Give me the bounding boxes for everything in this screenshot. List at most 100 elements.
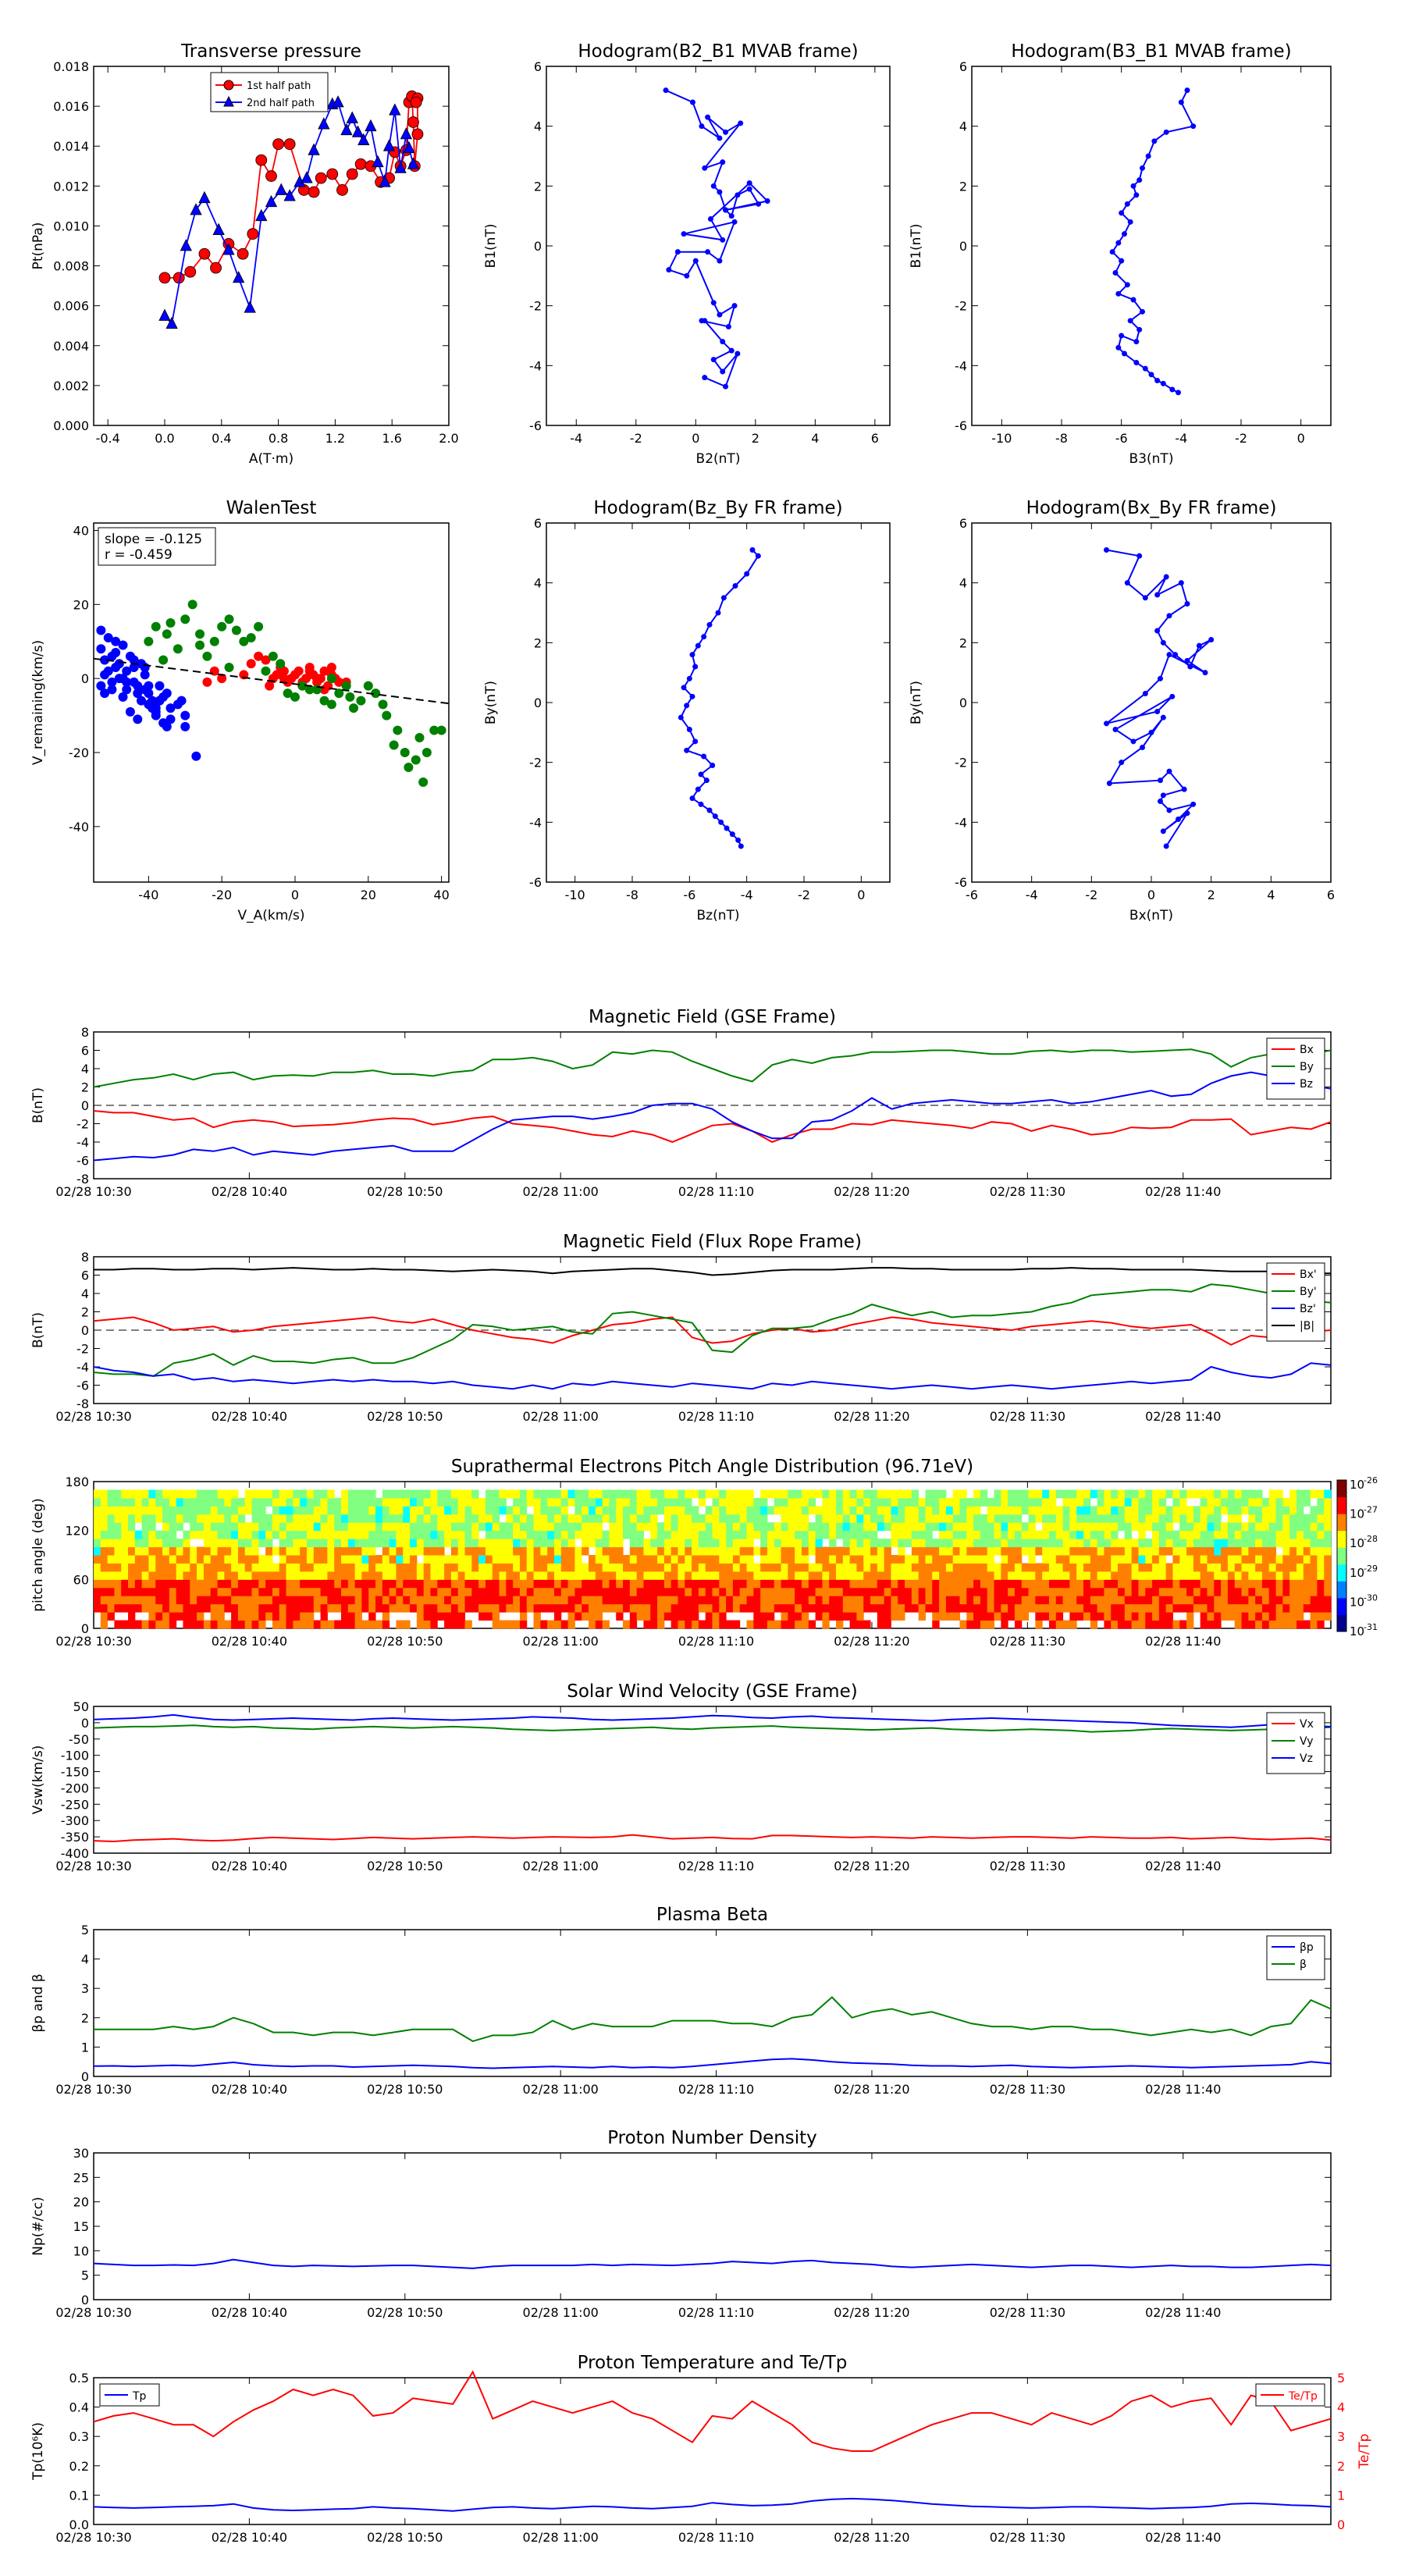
heatmap-cell: [107, 1539, 115, 1548]
heatmap-cell: [1200, 1612, 1208, 1621]
heatmap-cell: [1118, 1571, 1126, 1580]
heatmap-cell: [746, 1620, 754, 1629]
data-point: [272, 138, 285, 151]
heatmap-cell: [1048, 1530, 1057, 1539]
heatmap-cell: [1324, 1587, 1332, 1596]
heatmap-cell: [375, 1579, 383, 1589]
data-point: [389, 103, 401, 116]
heatmap-cell: [450, 1539, 459, 1548]
heatmap-cell: [719, 1555, 727, 1564]
heatmap-cell: [1186, 1539, 1194, 1548]
heatmap-cell: [224, 1489, 232, 1499]
heatmap-cell: [1152, 1612, 1160, 1621]
time-tick-label: 02/28 10:40: [212, 2305, 287, 2320]
heatmap-cell: [162, 1489, 170, 1499]
data-point: [136, 696, 146, 706]
heatmap-cell: [1138, 1530, 1146, 1539]
heatmap-cell: [1048, 1489, 1057, 1499]
heatmap-cell: [197, 1579, 205, 1589]
data-point: [414, 733, 425, 743]
heatmap-cell: [300, 1555, 308, 1564]
data-point: [1187, 664, 1193, 670]
heatmap-cell: [279, 1620, 287, 1629]
heatmap-cell: [678, 1497, 685, 1507]
heatmap-cell: [712, 1546, 720, 1556]
panel-vsw: Solar Wind Velocity (GSE Frame)-400-350-…: [30, 1681, 1332, 1873]
heatmap-cell: [629, 1555, 638, 1564]
heatmap-cell: [389, 1497, 397, 1507]
data-point: [404, 762, 414, 772]
plot-frame: [971, 522, 1332, 883]
heatmap-cell: [760, 1539, 768, 1548]
heatmap-cell: [334, 1587, 342, 1596]
heatmap-cell: [237, 1555, 246, 1564]
heatmap-cell: [320, 1489, 328, 1499]
heatmap-cell: [1014, 1563, 1023, 1572]
data-point: [382, 710, 392, 720]
heatmap-cell: [1296, 1497, 1304, 1507]
heatmap-cell: [513, 1539, 521, 1548]
heatmap-cell: [863, 1546, 871, 1556]
data-point: [129, 677, 139, 687]
heatmap-cell: [1241, 1539, 1249, 1548]
heatmap-cell: [464, 1596, 472, 1605]
heatmap-cell: [251, 1571, 259, 1580]
data-point: [393, 725, 403, 735]
colorbar-tick-label: 10: [1350, 1507, 1364, 1521]
heatmap-cell: [1268, 1603, 1277, 1613]
data-point: [1115, 344, 1122, 350]
data-point: [400, 126, 413, 140]
data-point: [666, 267, 672, 273]
heatmap-cell: [726, 1555, 734, 1564]
heatmap-cell: [829, 1555, 837, 1564]
chart-title: Suprathermal Electrons Pitch Angle Distr…: [451, 1457, 973, 1477]
heatmap-cell: [423, 1506, 431, 1515]
heatmap-cell: [478, 1579, 486, 1589]
heatmap-cell: [994, 1489, 1001, 1499]
heatmap-cell: [870, 1539, 878, 1548]
data-point: [1178, 580, 1184, 586]
data-point: [1122, 350, 1127, 357]
heatmap-cell: [1028, 1555, 1036, 1564]
heatmap-cell: [251, 1514, 259, 1523]
data-point: [140, 670, 150, 680]
heatmap-cell: [533, 1579, 541, 1589]
heatmap-cell: [526, 1539, 535, 1548]
x-tick-label: 0.8: [269, 431, 288, 446]
heatmap-cell: [643, 1579, 651, 1589]
heatmap-cell: [898, 1612, 905, 1621]
heatmap-cell: [1138, 1546, 1146, 1556]
heatmap-cell: [705, 1620, 713, 1629]
data-point: [1176, 390, 1181, 396]
heatmap-cell: [203, 1596, 212, 1605]
heatmap-cell: [540, 1506, 548, 1515]
heatmap-cell: [217, 1596, 225, 1605]
heatmap-cell: [1317, 1603, 1325, 1613]
data-point: [1130, 297, 1136, 303]
heatmap-cell: [705, 1522, 713, 1532]
heatmap-cell: [1227, 1539, 1236, 1548]
heatmap-cell: [1145, 1571, 1153, 1580]
heatmap-cell: [293, 1596, 301, 1605]
heatmap-cell: [478, 1596, 486, 1605]
heatmap-cell: [416, 1489, 425, 1499]
heatmap-cell: [450, 1506, 459, 1515]
heatmap-cell: [1317, 1571, 1325, 1580]
legend-label: Vy: [1300, 1735, 1314, 1748]
heatmap-cell: [300, 1620, 308, 1629]
heatmap-cell: [932, 1514, 940, 1523]
heatmap-cell: [237, 1539, 246, 1548]
heatmap-cell: [300, 1603, 308, 1613]
data-point: [1122, 231, 1127, 237]
heatmap-cell: [1179, 1539, 1187, 1548]
heatmap-cell: [128, 1489, 136, 1499]
data-point: [1133, 339, 1140, 345]
heatmap-cell: [842, 1571, 851, 1580]
heatmap-cell: [1324, 1506, 1332, 1515]
heatmap-cell: [478, 1514, 486, 1523]
data-point: [297, 681, 308, 691]
y-tick-label: 0.3: [69, 2429, 89, 2444]
heatmap-cell: [973, 1579, 981, 1589]
heatmap-cell: [623, 1587, 631, 1596]
heatmap-cell: [1227, 1506, 1236, 1515]
